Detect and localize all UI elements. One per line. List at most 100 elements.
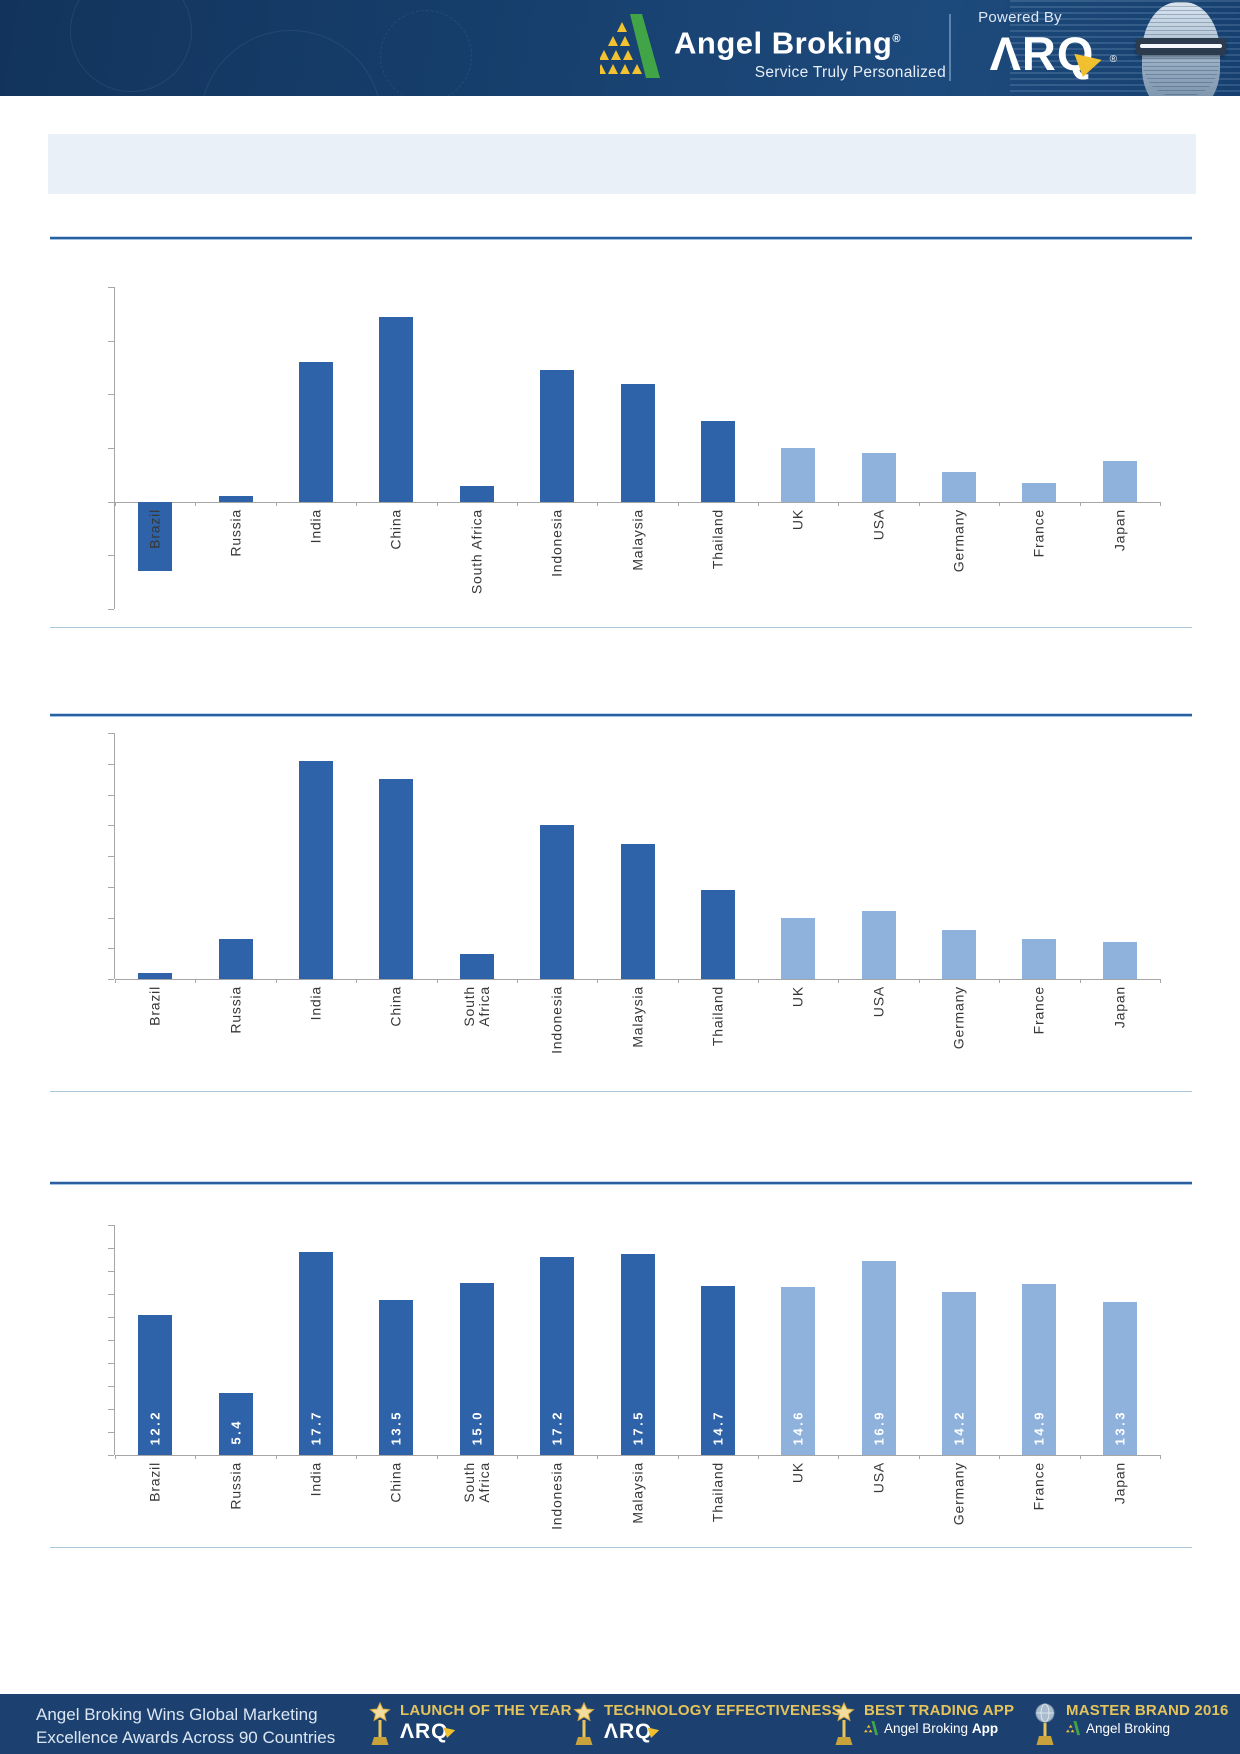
x-axis-tick — [356, 1455, 357, 1459]
x-axis-tick — [517, 979, 518, 983]
award-subtitle: ΛRQ — [400, 1721, 572, 1743]
bar-thailand — [700, 1286, 735, 1455]
x-axis-tick — [115, 1455, 116, 1459]
footer-headline-line2: Excellence Awards Across 90 Countries — [36, 1728, 336, 1747]
trophy-icon — [369, 1702, 391, 1745]
bar-malaysia — [620, 383, 655, 502]
registered-mark: ® — [892, 33, 901, 45]
bar-japan — [1102, 461, 1137, 502]
x-axis-tick — [597, 502, 598, 506]
bar-germany — [942, 1291, 976, 1455]
x-label-malaysia: Malaysia — [629, 1462, 645, 1524]
x-label-uk: UK — [789, 986, 806, 1008]
award-subtitle: Angel Broking App — [864, 1721, 1014, 1736]
footer-awards-bar: Angel Broking Wins Global Marketing Exce… — [0, 1694, 1240, 1754]
bar-value-label: 14.7 — [710, 1409, 726, 1445]
y-axis-tick — [108, 1432, 114, 1433]
x-axis-tick — [115, 502, 116, 506]
x-axis-tick — [758, 502, 759, 506]
award-subtitle: ΛRQ — [604, 1721, 842, 1743]
x-label-russia: Russia — [227, 986, 244, 1034]
section-2-bottom-rule — [50, 1091, 1192, 1092]
arq-logo: ΛRQ ® — [958, 24, 1126, 84]
x-label-brazil: Brazil — [146, 1462, 163, 1502]
x-axis-tick — [999, 502, 1000, 506]
bar-indonesia — [540, 1257, 575, 1455]
x-axis-tick — [678, 502, 679, 506]
y-axis-tick — [108, 287, 114, 288]
x-axis-tick — [838, 1455, 839, 1459]
y-axis-tick — [108, 764, 114, 765]
bar-france — [1022, 482, 1057, 502]
bar-indonesia — [540, 370, 575, 502]
section-2-heading-rule — [50, 713, 1192, 717]
x-label-germany: Germany — [950, 986, 967, 1050]
award-launch-of-the-year: LAUNCH OF THE YEAR ΛRQ — [368, 1702, 572, 1746]
globe-trophy-icon — [1035, 1703, 1055, 1745]
bar-usa — [861, 453, 896, 502]
x-axis-tick — [1080, 502, 1081, 506]
award-text-block: MASTER BRAND 2016 Angel Broking — [1066, 1702, 1229, 1736]
y-axis-tick — [108, 1455, 114, 1456]
bar-china — [379, 1299, 414, 1456]
y-axis-tick — [108, 555, 114, 556]
x-label-france: France — [1030, 509, 1047, 558]
y-axis-tick — [108, 1363, 114, 1364]
x-label-russia: Russia — [227, 1462, 244, 1510]
subtitle-bold: App — [971, 1721, 999, 1736]
subtitle-regular: Angel Broking — [884, 1721, 969, 1736]
y-axis-tick — [108, 733, 114, 734]
header-divider — [949, 14, 951, 81]
bar-value-label: 14.6 — [790, 1409, 806, 1445]
x-axis — [115, 502, 1160, 503]
bar-chart-1: Brazil Russia India China South Africa Indone… — [108, 287, 1161, 610]
y-axis-tick — [108, 1294, 114, 1295]
award-subtitle: Angel Broking — [1066, 1721, 1229, 1736]
x-label-thailand: Thailand — [709, 1462, 726, 1523]
x-label-india: India — [307, 509, 324, 544]
x-axis-tick — [678, 1455, 679, 1459]
x-axis-tick — [195, 502, 196, 506]
powered-by-label: Powered By — [978, 9, 1062, 26]
y-axis-tick — [108, 887, 114, 888]
bar-value-label: 15.0 — [469, 1409, 485, 1445]
x-axis-tick — [999, 1455, 1000, 1459]
bar-thailand — [700, 421, 735, 502]
x-axis-tick — [919, 979, 920, 983]
y-axis — [114, 1225, 115, 1455]
title-banner — [48, 134, 1196, 194]
x-axis-tick — [1160, 979, 1161, 983]
bar-value-label: 14.2 — [951, 1409, 967, 1445]
section-3-heading-rule — [50, 1181, 1192, 1185]
x-label-thailand: Thailand — [709, 509, 726, 570]
y-axis-tick — [108, 1248, 114, 1249]
x-label-india: India — [307, 1462, 324, 1497]
x-axis-tick — [758, 1455, 759, 1459]
x-axis-tick — [115, 979, 116, 983]
robot-head-image — [1128, 0, 1240, 96]
award-title: TECHNOLOGY EFFECTIVENESS — [604, 1702, 842, 1719]
bar-uk — [781, 917, 816, 979]
x-label-usa: USA — [870, 509, 887, 541]
arq-logo-text: ΛRQ — [989, 27, 1095, 80]
bar-chart-2: Brazil Russia India China South Africa Indone… — [108, 733, 1161, 1054]
x-label-brazil: Brazil — [146, 509, 163, 549]
bar-china — [379, 316, 414, 502]
circuit-decoration — [200, 30, 382, 96]
circuit-decoration — [380, 10, 472, 96]
robot-visor-stripe — [1140, 44, 1222, 48]
x-label-usa: USA — [870, 986, 887, 1018]
angel-broking-logo: Angel Broking® Service Truly Personalize… — [600, 14, 946, 82]
y-axis-tick — [108, 979, 114, 980]
x-axis-tick — [356, 502, 357, 506]
x-axis-tick — [999, 979, 1000, 983]
bar-value-label: 17.7 — [308, 1409, 324, 1445]
bar-malaysia — [620, 1253, 655, 1456]
bar-value-label: 16.9 — [871, 1409, 887, 1445]
x-axis-tick — [1080, 979, 1081, 983]
award-title: MASTER BRAND 2016 — [1066, 1702, 1229, 1719]
x-label-china: China — [387, 986, 404, 1027]
y-axis-tick — [108, 1386, 114, 1387]
x-label-france: France — [1030, 1462, 1047, 1511]
x-axis-tick — [195, 1455, 196, 1459]
